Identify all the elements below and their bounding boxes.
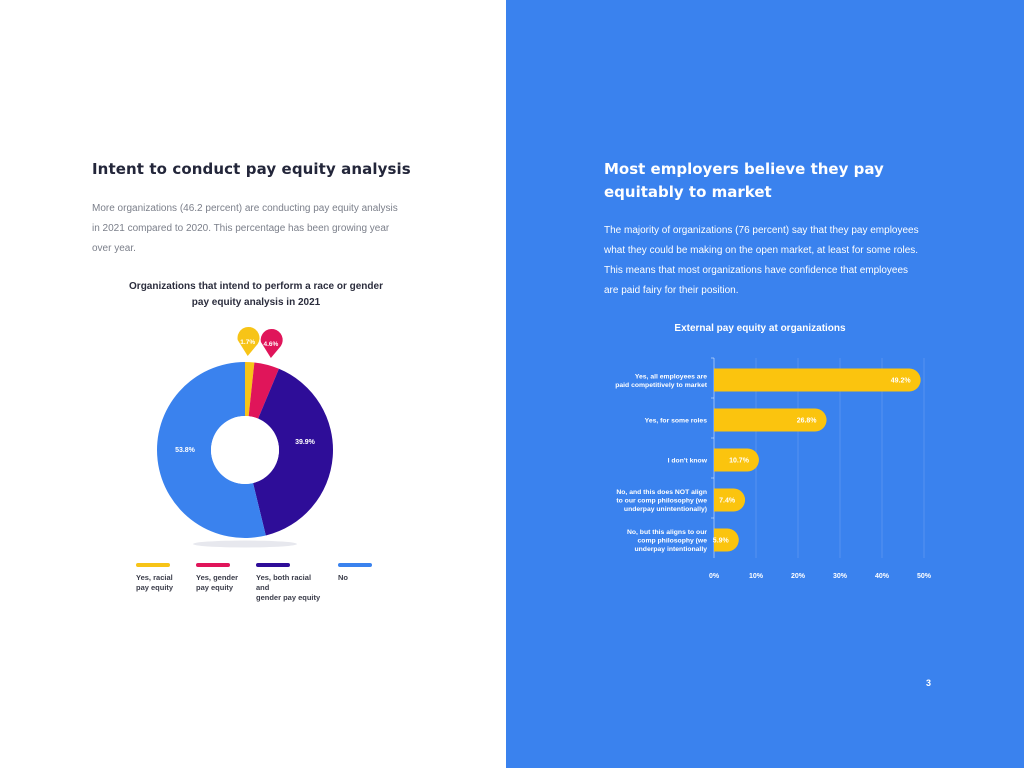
category-label: Yes, for some roles: [645, 418, 708, 425]
donut-shadow: [193, 540, 297, 548]
x-tick-label: 40%: [875, 573, 890, 580]
x-tick-label: 20%: [791, 573, 806, 580]
bar: [714, 368, 921, 392]
x-tick-label: 50%: [917, 573, 932, 580]
bar: [714, 488, 746, 512]
bar-chart-title: External pay equity at organizations: [674, 323, 846, 334]
category-label: I don't know: [668, 458, 708, 465]
bar-data-label: 26.8%: [797, 418, 818, 425]
legend-label: No: [338, 573, 348, 582]
bar: [714, 448, 759, 472]
donut-chart: 1.7% 4.6% 39.9% 53.8%: [157, 326, 333, 548]
donut-data-label: 53.8%: [175, 447, 196, 454]
legend-swatch: [136, 563, 170, 567]
bar-data-label: 49.2%: [891, 378, 912, 385]
donut-hole: [211, 416, 279, 484]
legend-item: Yes, both racial and gender pay equity: [256, 563, 322, 603]
bar-data-label: 5.9%: [713, 538, 730, 545]
donut-slice: [245, 362, 255, 417]
donut-chart-title: Organizations that intend to perform a r…: [129, 281, 383, 308]
right-paragraph: The majority of organizations (76 percen…: [604, 225, 919, 296]
bar-chart: 0% 10% 20% 30% 40% 50% 49.2% Yes, all employees…: [615, 357, 932, 580]
bar-data-label: 10.7%: [729, 458, 750, 465]
category-label: Yes, all employees are paid competitively…: [615, 373, 708, 389]
donut-data-label: 4.6%: [263, 341, 278, 348]
legend-swatch: [338, 563, 372, 567]
legend-item: Yes, gender pay equity: [196, 563, 262, 593]
bar: [714, 408, 827, 432]
right-heading: Most employers believe they pay equitabl…: [604, 160, 884, 201]
donut-slice: [253, 368, 333, 536]
legend-swatch: [256, 563, 290, 567]
legend-label: Yes, racial pay equity: [136, 573, 174, 592]
left-paragraph: More organizations (46.2 percent) are co…: [92, 203, 398, 254]
donut-slice: [248, 362, 279, 419]
legend-item: Yes, racial pay equity: [136, 563, 202, 593]
donut-legend: Yes, racial pay equity Yes, gender pay equi…: [136, 563, 396, 603]
category-label: No, and this does NOT align to our comp p…: [616, 489, 707, 513]
page-number: 3: [926, 678, 932, 688]
legend-item: No: [338, 563, 404, 583]
donut-callout-pin: [260, 328, 283, 358]
legend-label: Yes, gender pay equity: [196, 573, 239, 592]
bar-data-label: 7.4%: [719, 498, 736, 505]
bar: [714, 528, 739, 552]
donut-slice: [157, 362, 266, 538]
donut-data-label: 39.9%: [295, 439, 316, 446]
legend-label: Yes, both racial and gender pay equity: [256, 573, 321, 602]
left-heading: Intent to conduct pay equity analysis: [92, 160, 411, 178]
donut-callout-pin: [237, 326, 260, 356]
x-tick-label: 30%: [833, 573, 848, 580]
category-label: No, but this aligns to our comp philosoph…: [627, 529, 707, 553]
x-tick-label: 10%: [749, 573, 764, 580]
x-tick-label: 0%: [709, 573, 720, 580]
donut-data-label: 1.7%: [240, 339, 255, 346]
legend-swatch: [196, 563, 230, 567]
